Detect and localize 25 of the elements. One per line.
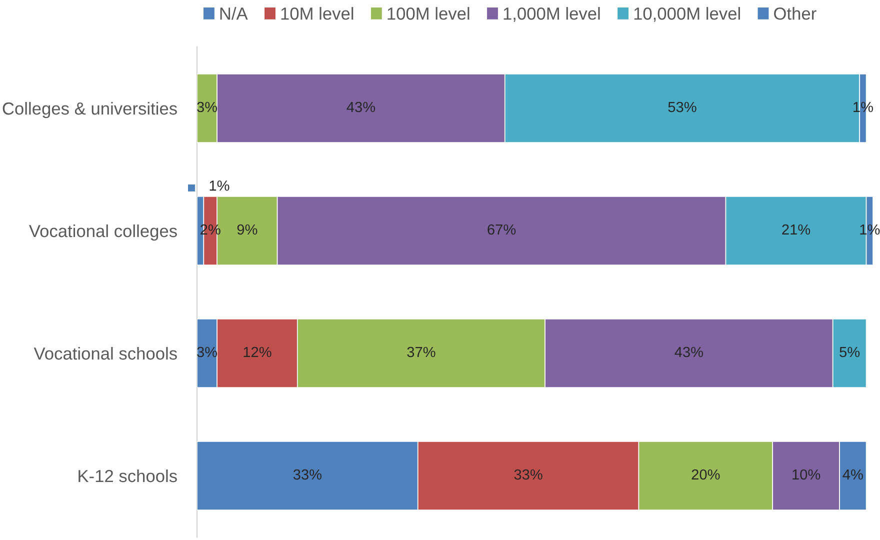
data-label: 43% [674,346,704,358]
legend-label: 10M level [281,7,354,20]
legend-label: 1,000M level [504,7,600,22]
data-label: 1% [210,180,230,191]
data-label: 9% [237,224,258,235]
data-label: 53% [668,102,696,112]
data-label: 37% [407,346,436,358]
legend-label: N/A [220,7,248,20]
data-label: 5% [840,346,860,358]
y-tick-label: Vocational colleges [29,224,177,241]
legend-label: 100M level [388,7,470,20]
y-tick-label: Colleges & universities [2,102,177,118]
data-label: 20% [692,469,720,480]
y-tick-label: K-12 schools [78,469,177,482]
y-tick-label: Vocational schools [34,346,177,360]
data-label: 10% [792,469,820,480]
data-label: 67% [488,224,516,235]
data-label: 33% [514,469,542,480]
data-label: 43% [346,102,376,112]
legend-label: 10,000M level [634,7,740,22]
data-label: 12% [244,346,272,358]
data-label: 21% [782,224,810,235]
data-label: 33% [293,469,322,480]
data-label: 4% [842,469,863,480]
legend-label: Other [774,7,816,20]
